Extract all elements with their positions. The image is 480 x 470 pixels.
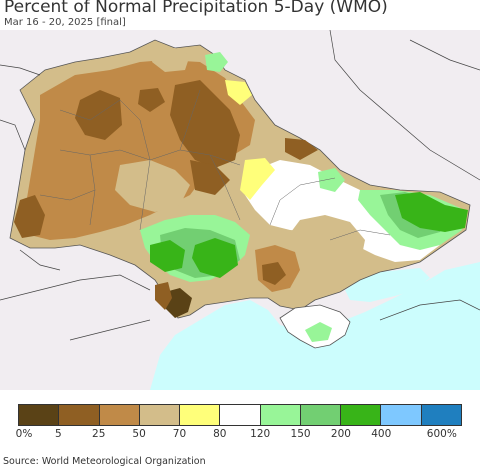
dark-dry-patch-3 bbox=[138, 88, 165, 112]
south-bright-green-1 bbox=[150, 240, 185, 272]
legend-swatch bbox=[180, 405, 221, 425]
legend-tick-label: 400 bbox=[371, 428, 392, 440]
legend-tick-label: 5 bbox=[55, 428, 62, 440]
legend-swatch bbox=[19, 405, 60, 425]
legend-swatch bbox=[300, 405, 342, 425]
color-legend bbox=[18, 404, 462, 426]
odesa-dark-zone bbox=[165, 288, 192, 318]
south-bright-green-2 bbox=[192, 238, 238, 278]
east-bright-green bbox=[395, 192, 468, 232]
yellow-band bbox=[240, 158, 275, 200]
crimea-green-patch bbox=[305, 322, 332, 342]
se-tan-zone bbox=[280, 215, 365, 285]
se-dark-patch bbox=[262, 262, 286, 285]
legend-tick-label: 50 bbox=[132, 428, 146, 440]
legend-swatch bbox=[381, 405, 422, 425]
odesa-brown-zone bbox=[155, 282, 172, 310]
north-green-patch bbox=[205, 52, 228, 72]
legend-swatch bbox=[260, 405, 301, 425]
legend-ticks: 0% 5 25 50 70 80 120 150 200 400 600% bbox=[0, 428, 480, 442]
source-credit: Source: World Meteorological Organizatio… bbox=[3, 456, 206, 467]
dark-dry-patch-4 bbox=[14, 195, 45, 238]
ne-green-patch bbox=[318, 168, 345, 192]
oblast-borders bbox=[39, 89, 391, 241]
tan-zone-2 bbox=[152, 48, 190, 72]
legend-swatch bbox=[59, 405, 100, 425]
legend-swatch bbox=[421, 405, 461, 425]
dark-dry-patch-5 bbox=[190, 160, 230, 195]
legend-tick-label: 70 bbox=[172, 428, 187, 440]
dark-dry-patch-1 bbox=[75, 90, 122, 140]
legend-swatch bbox=[99, 405, 140, 425]
legend-tick-label: 0% bbox=[15, 428, 33, 440]
legend-swatch bbox=[220, 405, 261, 425]
tan-zone-1 bbox=[115, 160, 190, 212]
legend-swatch bbox=[341, 405, 382, 425]
yellow-band-2 bbox=[225, 80, 252, 105]
map-title: Percent of Normal Precipitation 5-Day (W… bbox=[4, 0, 388, 17]
legend-tick-label: 200 bbox=[330, 428, 351, 440]
legend-tick-label: 25 bbox=[92, 428, 106, 440]
dark-dry-patch-2 bbox=[170, 80, 240, 168]
map-subtitle: Mar 16 - 20, 2025 [final] bbox=[4, 17, 126, 28]
legend-tick-label: 80 bbox=[213, 428, 227, 440]
black-sea bbox=[150, 262, 480, 390]
legend-tick-label: 150 bbox=[290, 428, 311, 440]
country-borders bbox=[0, 30, 480, 341]
sea-of-azov bbox=[345, 268, 430, 302]
precipitation-map bbox=[0, 30, 480, 390]
dark-dry-patch-6 bbox=[285, 138, 318, 160]
legend-swatch bbox=[139, 405, 181, 425]
legend-tick-label: 600% bbox=[426, 428, 457, 440]
legend-tick-label: 120 bbox=[250, 428, 271, 440]
